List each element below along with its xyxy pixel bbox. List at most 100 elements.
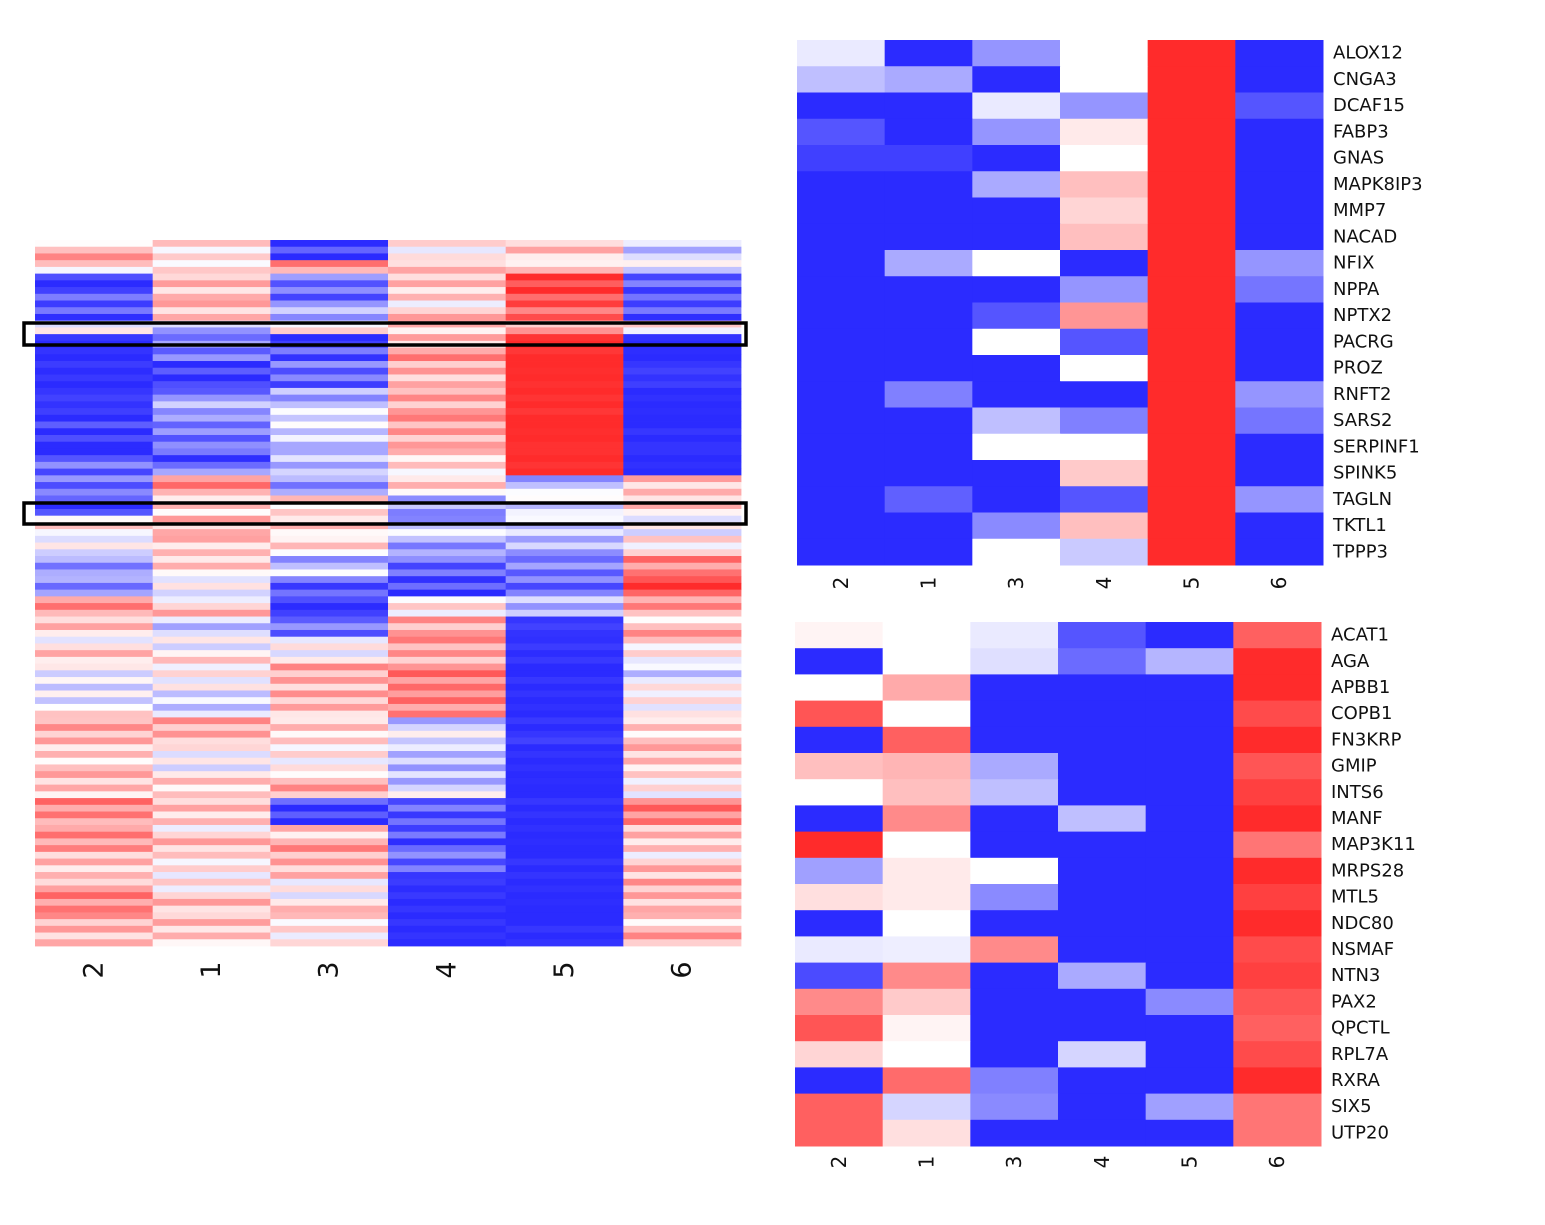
top-cluster-cell xyxy=(797,381,886,408)
bottom-cluster-cell xyxy=(970,700,1059,728)
bottom-cluster-cell xyxy=(882,884,971,911)
overview-cell xyxy=(270,603,389,611)
overview-cell xyxy=(388,287,507,295)
top-cluster-column-label: 3 xyxy=(1004,577,1028,590)
top-cluster-cell xyxy=(1235,145,1324,172)
bottom-cluster-column-label: 1 xyxy=(915,1156,939,1169)
overview-cell xyxy=(270,448,389,456)
overview-cell xyxy=(388,791,507,799)
overview-cell xyxy=(270,408,389,416)
overview-cell xyxy=(35,939,154,947)
overview-cell xyxy=(152,414,271,422)
top-cluster-cell xyxy=(1235,92,1324,120)
overview-cell xyxy=(388,582,507,591)
overview-cell xyxy=(623,683,742,691)
overview-cell xyxy=(35,266,154,275)
overview-cell xyxy=(505,401,624,409)
bottom-cluster-cell xyxy=(1233,648,1322,675)
overview-cell xyxy=(270,697,389,705)
overview-cell xyxy=(152,818,271,826)
overview-cell xyxy=(270,401,389,409)
overview-cell xyxy=(152,246,271,254)
overview-cell xyxy=(35,898,154,907)
overview-cell xyxy=(623,892,742,900)
bottom-cluster-cell xyxy=(1058,831,1147,859)
top-cluster-cell xyxy=(884,171,973,198)
overview-cell xyxy=(35,287,154,295)
overview-cell xyxy=(505,307,624,315)
overview-cell xyxy=(152,898,271,907)
overview-cell xyxy=(388,818,507,826)
overview-cell xyxy=(623,751,742,759)
top-cluster-cell xyxy=(1060,460,1149,487)
overview-cell xyxy=(505,522,624,530)
top-cluster-cell xyxy=(972,118,1061,146)
overview-cell xyxy=(35,677,154,685)
overview-cell xyxy=(388,589,507,597)
overview-cell xyxy=(388,858,507,866)
overview-column-label: 3 xyxy=(314,961,345,978)
overview-cell xyxy=(505,650,624,658)
overview-cell xyxy=(35,824,154,833)
overview-cell xyxy=(505,690,624,698)
overview-cell xyxy=(623,885,742,893)
overview-cell xyxy=(35,515,154,523)
overview-cell xyxy=(505,824,624,833)
overview-cell xyxy=(505,273,624,281)
overview-cell xyxy=(388,260,507,268)
overview-cell xyxy=(152,401,271,409)
overview-cell xyxy=(35,522,154,530)
top-cluster-cell xyxy=(797,223,886,251)
overview-cell xyxy=(152,636,271,644)
overview-cell xyxy=(388,650,507,658)
overview-cell xyxy=(35,771,154,779)
overview-cell xyxy=(35,280,154,288)
overview-cell xyxy=(270,764,389,772)
overview-cell xyxy=(623,858,742,866)
overview-cell xyxy=(505,374,624,382)
top-cluster-gene-label: SERPINF1 xyxy=(1333,436,1420,457)
overview-cell xyxy=(270,811,389,819)
top-cluster-cell xyxy=(884,302,973,330)
overview-cell xyxy=(270,347,389,355)
overview-cell xyxy=(152,596,271,604)
overview-cell xyxy=(388,838,507,846)
bottom-cluster-cell xyxy=(1233,779,1322,806)
top-cluster-gene-label: FABP3 xyxy=(1333,121,1389,142)
overview-cell xyxy=(270,737,389,745)
top-cluster-cell xyxy=(1147,40,1236,67)
top-cluster-gene-label: GNAS xyxy=(1333,148,1384,169)
top-cluster-cell xyxy=(1060,276,1149,303)
bottom-cluster-cell xyxy=(1233,936,1322,964)
overview-cell xyxy=(152,367,271,375)
overview-cell xyxy=(35,589,154,597)
top-cluster-cell xyxy=(1147,197,1236,225)
overview-cell xyxy=(152,280,271,288)
overview-cell xyxy=(270,744,389,752)
overview-cell xyxy=(152,428,271,436)
overview-cell xyxy=(152,307,271,315)
overview-cell xyxy=(505,838,624,846)
overview-cell xyxy=(270,266,389,275)
bottom-cluster-cell xyxy=(882,988,971,1016)
overview-cell xyxy=(505,508,624,517)
overview-cell xyxy=(270,367,389,375)
top-cluster-cell xyxy=(972,433,1061,461)
top-cluster-cell xyxy=(884,381,973,408)
bottom-cluster-cell xyxy=(970,674,1059,702)
bottom-cluster-cell xyxy=(1145,753,1234,780)
overview-cell xyxy=(35,905,154,913)
overview-cell xyxy=(270,455,389,463)
overview-cell xyxy=(505,246,624,254)
overview-cell xyxy=(623,408,742,416)
overview-cell xyxy=(152,919,271,927)
overview-cell xyxy=(623,643,742,651)
overview-cell xyxy=(35,434,154,443)
overview-cell xyxy=(152,764,271,772)
overview-cell xyxy=(35,307,154,315)
overview-cell xyxy=(388,710,507,718)
bottom-cluster-cell xyxy=(1145,962,1234,990)
overview-cell xyxy=(505,717,624,725)
overview-cell xyxy=(35,831,154,839)
overview-cell xyxy=(35,838,154,846)
